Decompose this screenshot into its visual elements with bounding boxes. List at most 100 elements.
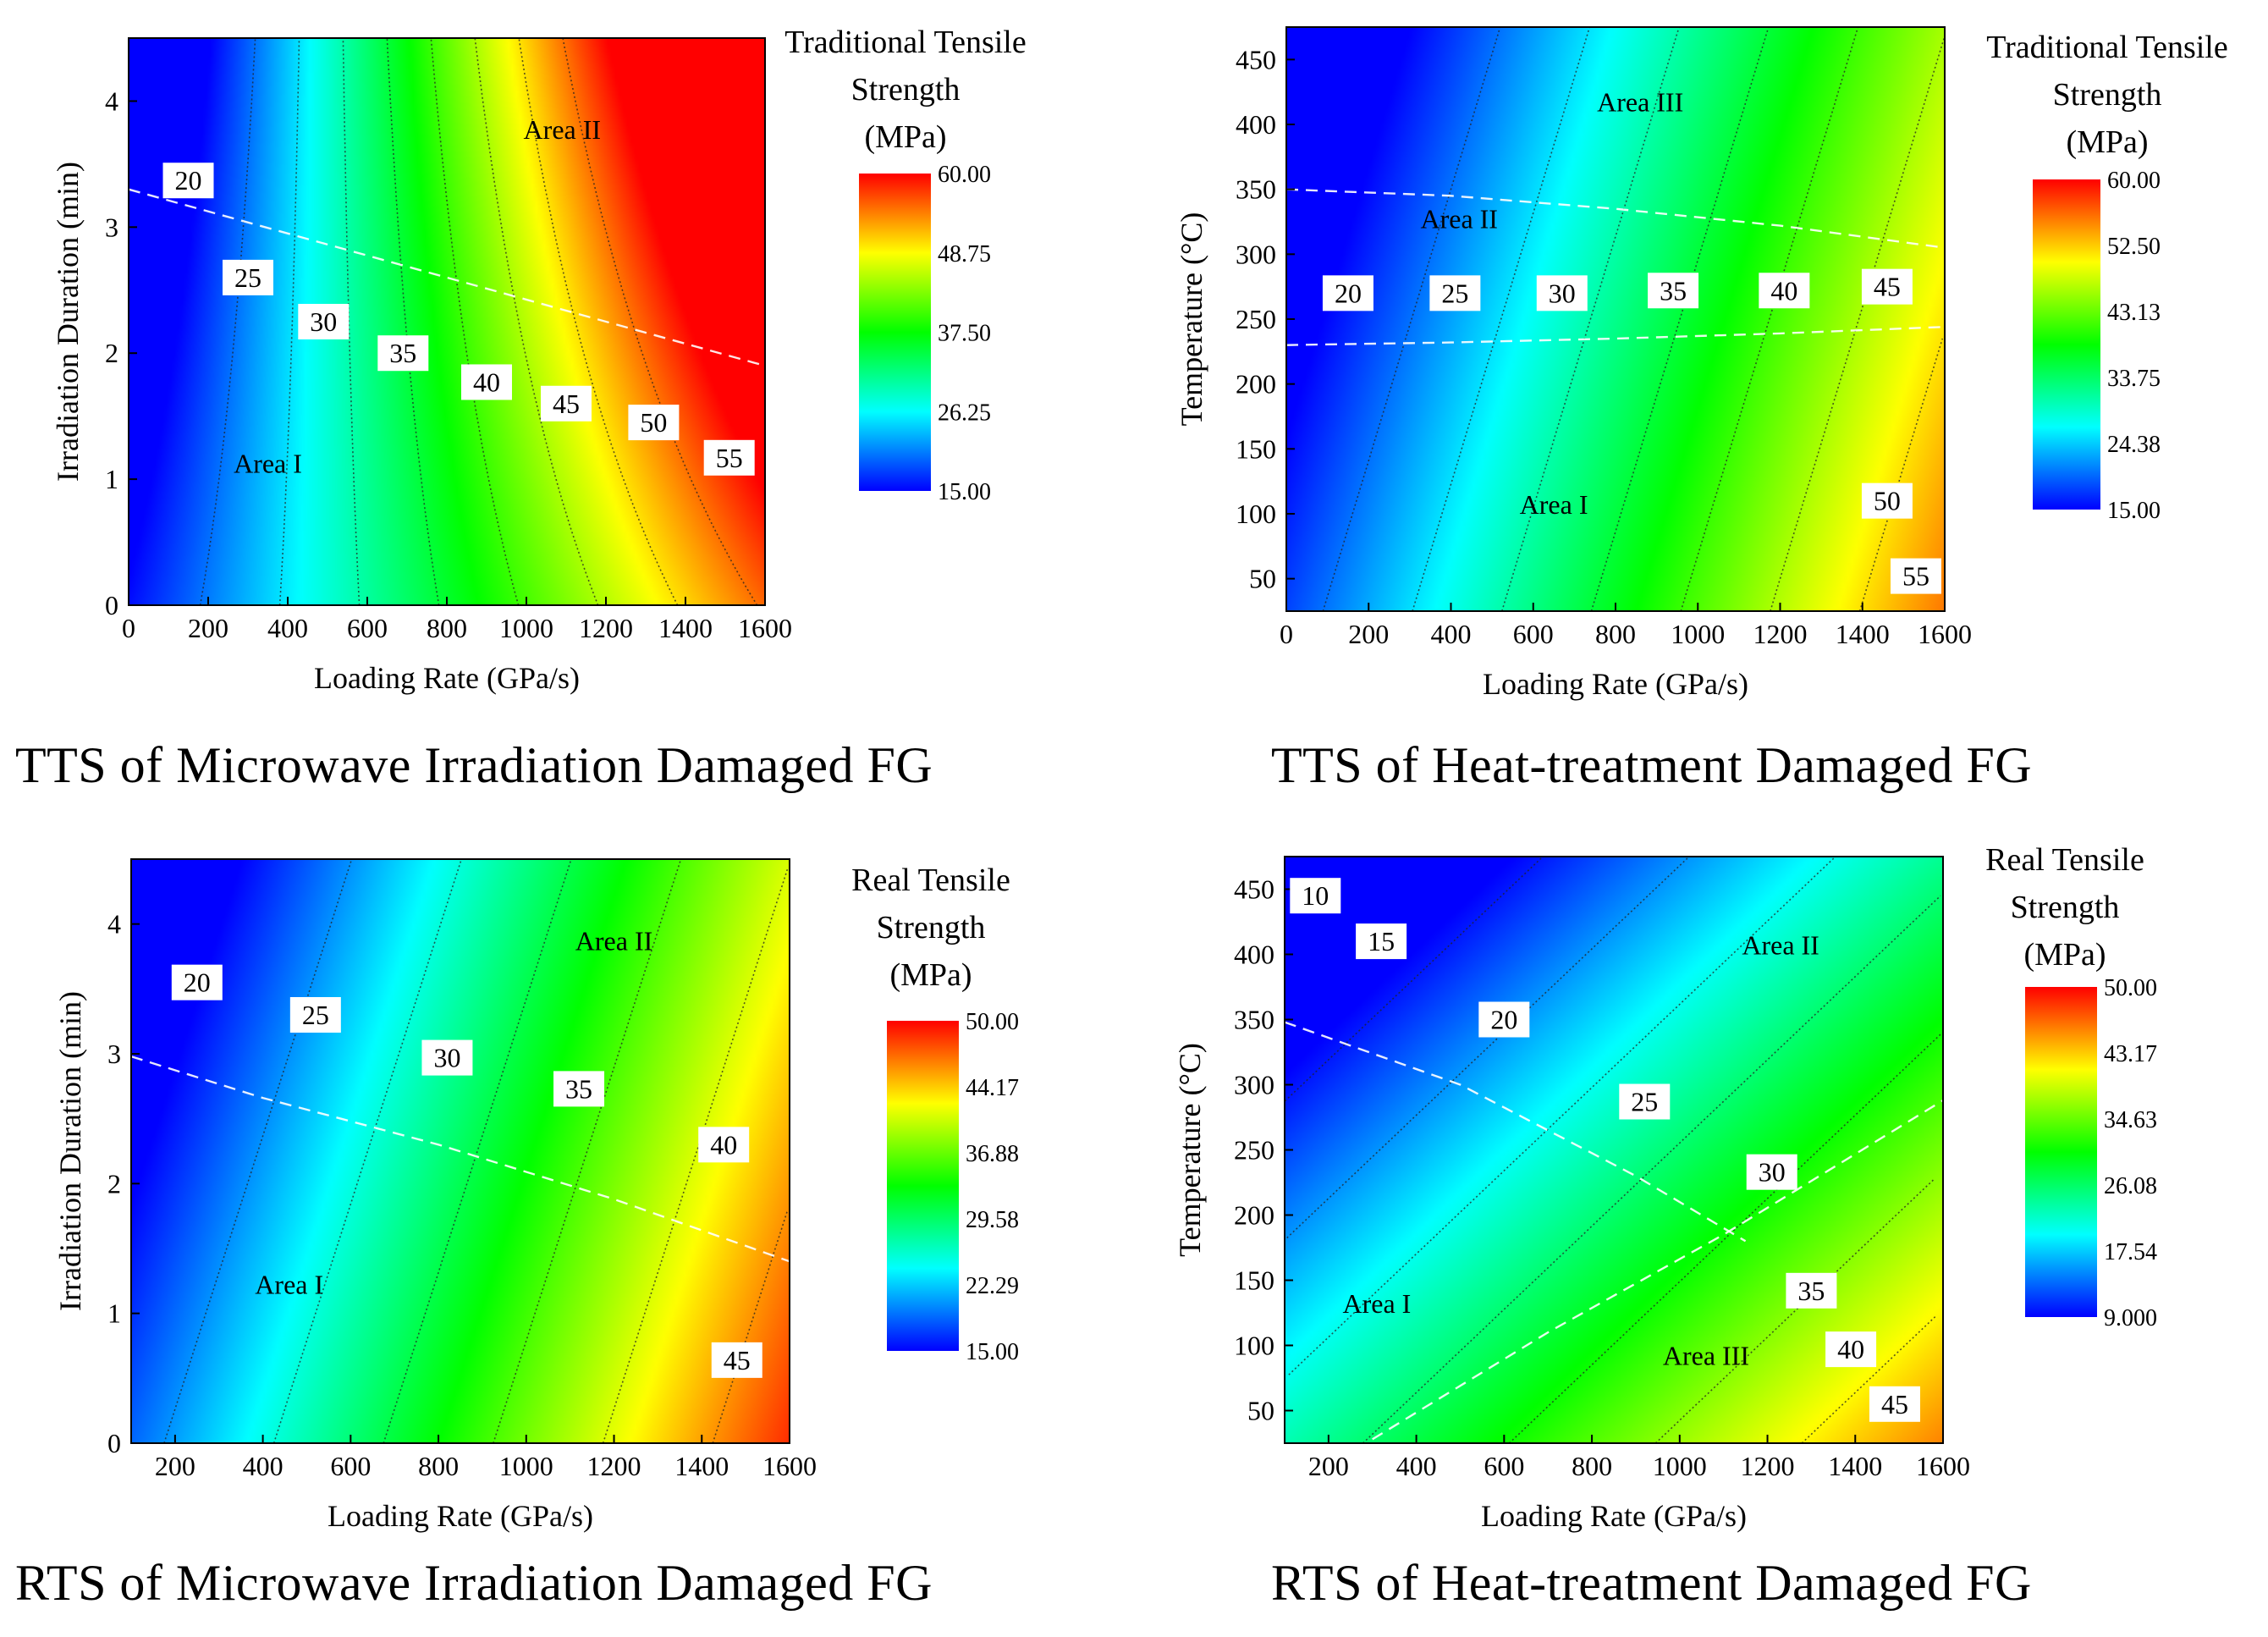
colorbar-tick-label: 26.25 [938, 400, 991, 426]
area-boundary-line [1285, 188, 1946, 249]
y-tick-label: 0 [105, 590, 118, 620]
x-axis-label: Loading Rate (GPa/s) [328, 1499, 593, 1533]
colorbar-tick-label: 37.50 [938, 321, 991, 347]
area-label: Area I [234, 449, 302, 479]
x-tick-label: 1000 [499, 1451, 553, 1481]
colorbar-tick-label: 50.00 [966, 1009, 1019, 1035]
area-boundary-line [128, 188, 766, 367]
colorbar-title-line: Strength [2053, 77, 2162, 113]
colorbar-title-line: Strength [2011, 890, 2120, 925]
x-axis-label: Loading Rate (GPa/s) [1483, 667, 1748, 701]
y-tick-label: 150 [1234, 1265, 1274, 1296]
y-tick-label: 2 [105, 338, 118, 368]
contour-label: 40 [710, 1129, 737, 1160]
y-axis-label: Temperature (°C) [1173, 1043, 1207, 1257]
colorbar-title-line: Real Tensile [851, 863, 1010, 898]
contour-lines [1322, 26, 1946, 612]
x-tick-label: 200 [1308, 1451, 1349, 1481]
contour-lines [163, 858, 789, 1444]
y-axis-label: Temperature (°C) [1175, 212, 1208, 427]
contour-label-box [289, 997, 341, 1033]
colorbar-tick-label: 60.00 [2107, 168, 2161, 194]
contour-label-box [1861, 268, 1913, 305]
chart-title-1: TTS of Microwave Irradiation Damaged FG [15, 737, 933, 793]
colorbar-title-line: (MPa) [889, 957, 972, 993]
x-tick-label: 800 [427, 613, 467, 643]
y-tick-label: 250 [1234, 1135, 1274, 1166]
contour-line [278, 37, 300, 606]
contour-label-box [1478, 1001, 1530, 1038]
contour-label: 45 [553, 389, 580, 419]
x-tick-label: 1000 [1671, 619, 1725, 649]
contour-label-box [1890, 558, 1941, 594]
contour-line [1286, 856, 1690, 1239]
contour-line [199, 37, 256, 606]
contour-line [1322, 26, 1501, 612]
contour-label-box [421, 1039, 473, 1076]
heatmap-surface [1286, 27, 1945, 611]
contour-label: 25 [1441, 278, 1468, 308]
contour-line [1654, 1178, 1935, 1444]
area-label: Area III [1597, 87, 1683, 118]
x-tick-label: 0 [1280, 619, 1293, 649]
contour-label-box [541, 385, 592, 422]
y-tick-label: 1 [105, 464, 118, 494]
contour-label: 40 [1837, 1334, 1864, 1364]
colorbar-tick-label: 29.58 [966, 1207, 1019, 1233]
area-label: Area II [1742, 930, 1819, 961]
y-axis-label: Irradiation Duration (min) [51, 162, 85, 482]
colorbar-title-line: (MPa) [864, 119, 946, 155]
contour-label: 30 [1549, 278, 1576, 308]
contour-label-box [1356, 923, 1407, 960]
y-tick-label: 450 [1234, 874, 1274, 905]
contour-label-box [1759, 273, 1810, 309]
x-tick-label: 1200 [1753, 619, 1808, 649]
y-tick-label: 100 [1234, 1331, 1274, 1361]
x-tick-label: 800 [418, 1451, 459, 1481]
colorbar-tick-label: 43.17 [2104, 1041, 2157, 1067]
colorbar-title-line: (MPa) [2066, 124, 2148, 160]
x-tick-label: 1200 [1741, 1451, 1795, 1481]
area-label: Area II [1420, 204, 1497, 234]
contour-line [493, 858, 682, 1444]
y-tick-label: 150 [1236, 433, 1276, 464]
contour-label-box [377, 335, 429, 372]
contour-label-box [698, 1127, 750, 1163]
contour-lines [199, 37, 758, 606]
contour-lines [1284, 856, 1943, 1444]
contour-label-box [461, 364, 512, 400]
area-label: Area I [255, 1270, 323, 1300]
colorbar-tick-label: 52.50 [2107, 234, 2161, 260]
x-tick-label: 1600 [1918, 619, 1972, 649]
contour-label: 30 [310, 306, 337, 337]
contour-line [1801, 1315, 1937, 1444]
contour-label: 45 [1881, 1389, 1908, 1419]
y-tick-label: 50 [1247, 1396, 1274, 1426]
x-tick-label: 200 [1348, 619, 1389, 649]
colorbar-tick-label: 44.17 [966, 1075, 1019, 1101]
contour-label-box [1322, 275, 1373, 311]
contour-label: 25 [234, 262, 261, 293]
contour-label-box [1825, 1331, 1877, 1368]
contour-label: 45 [1874, 272, 1901, 302]
colorbar-title-line: Real Tensile [1985, 842, 2144, 878]
contour-label-box [1536, 275, 1588, 311]
x-tick-label: 400 [1396, 1451, 1437, 1481]
contour-label: 40 [473, 367, 500, 397]
y-tick-label: 3 [105, 212, 118, 242]
contour-line [163, 858, 353, 1444]
colorbar-title-line: (MPa) [2023, 937, 2106, 973]
contour-label: 15 [1368, 926, 1395, 956]
colorbar-title-line: Traditional Tensile [784, 25, 1027, 60]
y-tick-label: 2 [107, 1168, 121, 1199]
contour-label: 50 [1874, 486, 1901, 516]
x-tick-label: 600 [347, 613, 388, 643]
contour-label-box [711, 1342, 762, 1378]
contour-label: 45 [724, 1345, 751, 1375]
contour-label: 20 [175, 165, 202, 196]
contour-label: 20 [184, 967, 211, 998]
contour-line [383, 858, 572, 1444]
contour-label-box [223, 259, 273, 295]
x-tick-label: 1600 [1916, 1451, 1970, 1481]
colorbar-tick-label: 43.13 [2107, 300, 2161, 326]
